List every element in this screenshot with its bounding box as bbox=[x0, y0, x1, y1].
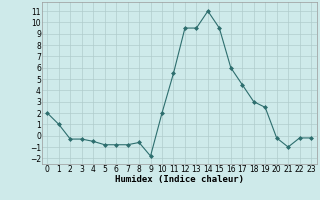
X-axis label: Humidex (Indice chaleur): Humidex (Indice chaleur) bbox=[115, 175, 244, 184]
